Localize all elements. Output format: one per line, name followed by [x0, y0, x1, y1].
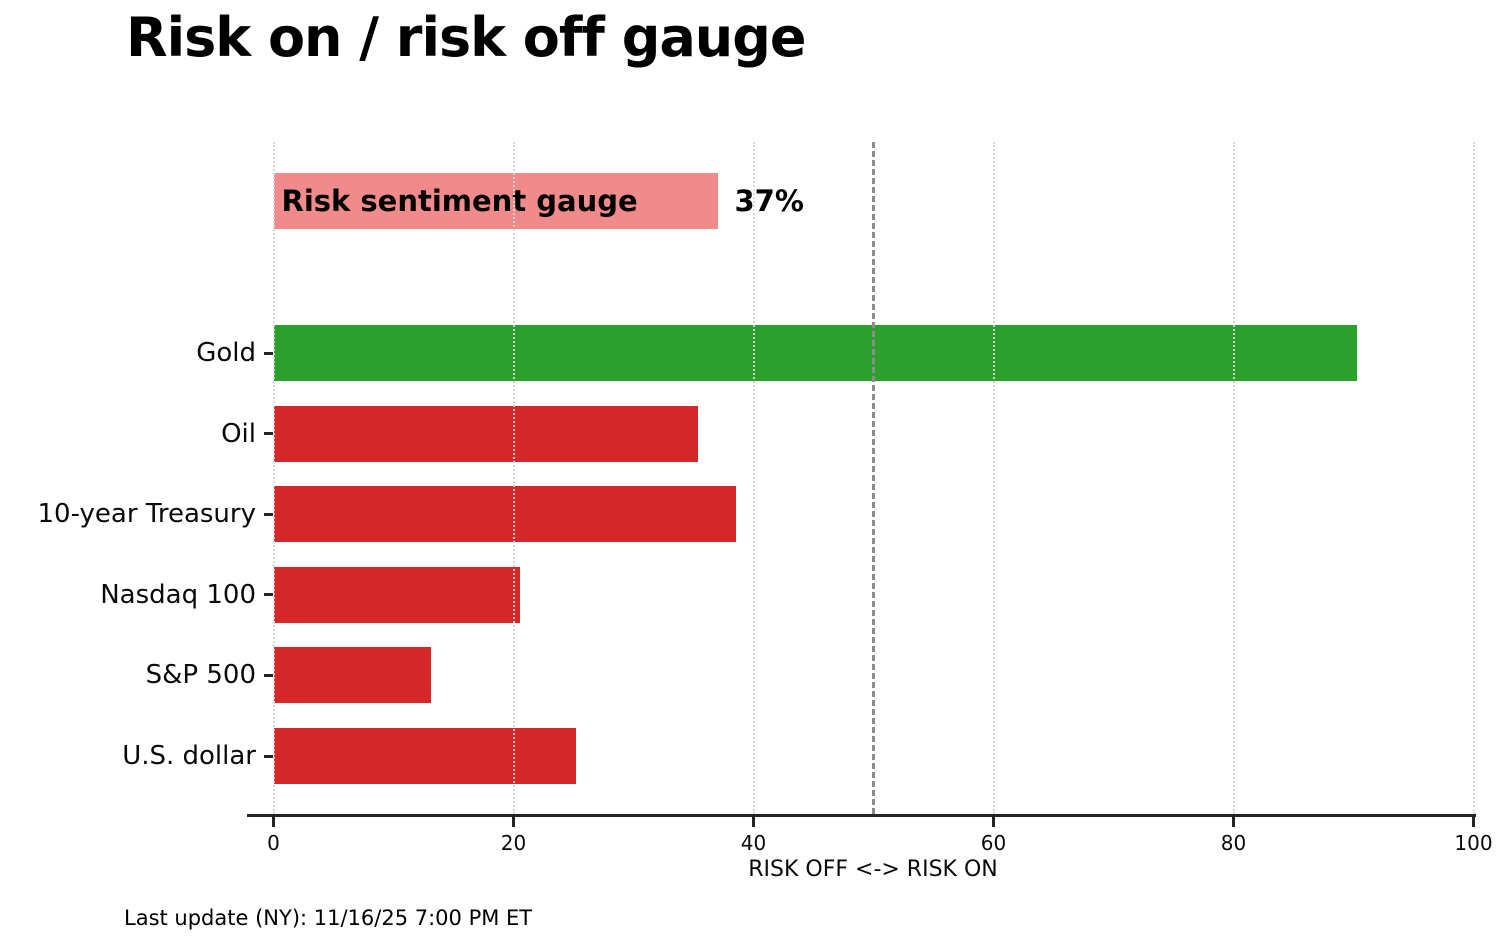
gridline-80 [1232, 142, 1235, 814]
x-tick-80 [1232, 817, 1235, 827]
y-label-10-year-treasury: 10-year Treasury [37, 499, 257, 530]
y-label-u-s-dollar: U.S. dollar [122, 741, 256, 771]
gridline-0 [272, 142, 275, 814]
bar-10-year-treasury [273, 486, 736, 543]
x-tick-label-40: 40 [740, 831, 767, 855]
gridline-20 [512, 142, 515, 814]
gridline-100 [1472, 142, 1475, 814]
bar-u-s-dollar [273, 728, 576, 784]
y-label-oil: Oil [221, 418, 256, 449]
y-tick-4 [264, 673, 273, 677]
x-tick-label-20: 20 [500, 831, 527, 855]
x-tick-label-80: 80 [1220, 831, 1247, 855]
x-axis-line [247, 814, 1476, 817]
x-tick-label-0: 0 [267, 831, 280, 855]
bar-oil [273, 405, 699, 462]
x-tick-100 [1472, 817, 1475, 827]
bar-gold [273, 325, 1358, 381]
gauge-bar: Risk sentiment gauge [273, 173, 718, 229]
y-label-s-p-500: S&P 500 [145, 660, 256, 691]
bar-nasdaq-100 [273, 566, 520, 623]
x-axis-label: RISK OFF <-> RISK ON [748, 857, 998, 882]
gridline-40 [752, 142, 755, 814]
y-label-nasdaq-100: Nasdaq 100 [100, 579, 256, 610]
gauge-value-label: 37% [734, 184, 804, 218]
y-tick-1 [264, 432, 273, 436]
x-tick-label-100: 100 [1454, 831, 1493, 855]
fifty-percent-reference-line [872, 142, 875, 814]
bar-s-p-500 [273, 647, 431, 704]
y-tick-3 [264, 593, 273, 597]
y-label-gold: Gold [196, 338, 256, 368]
y-tick-0 [264, 351, 273, 355]
gauge-bar-label: Risk sentiment gauge [281, 184, 638, 218]
x-tick-20 [512, 817, 515, 827]
x-tick-label-60: 60 [980, 831, 1007, 855]
x-tick-60 [992, 817, 995, 827]
x-tick-0 [272, 817, 275, 827]
gridline-60 [992, 142, 995, 814]
last-update-text: Last update (NY): 11/16/25 7:00 PM ET [124, 906, 533, 930]
x-tick-40 [752, 817, 755, 827]
y-tick-5 [264, 754, 273, 758]
chart-title: Risk on / risk off gauge [126, 6, 807, 69]
y-tick-2 [264, 512, 273, 516]
